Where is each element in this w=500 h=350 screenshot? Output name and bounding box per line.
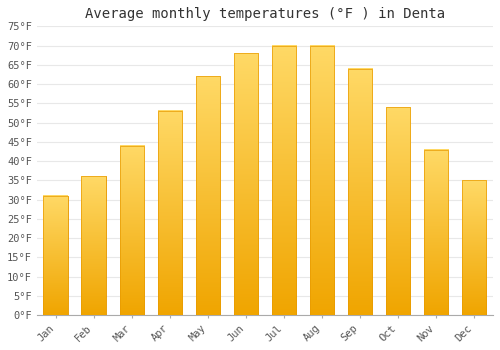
Bar bbox=[424, 149, 448, 315]
Bar bbox=[272, 46, 296, 315]
Bar bbox=[462, 180, 486, 315]
Bar bbox=[272, 46, 296, 315]
Bar bbox=[82, 176, 106, 315]
Bar bbox=[120, 146, 144, 315]
Bar bbox=[234, 53, 258, 315]
Bar bbox=[386, 107, 410, 315]
Bar bbox=[348, 69, 372, 315]
Bar bbox=[44, 196, 68, 315]
Bar bbox=[82, 176, 106, 315]
Title: Average monthly temperatures (°F ) in Denta: Average monthly temperatures (°F ) in De… bbox=[85, 7, 445, 21]
Bar bbox=[424, 149, 448, 315]
Bar bbox=[44, 196, 68, 315]
Bar bbox=[234, 53, 258, 315]
Bar bbox=[158, 111, 182, 315]
Bar bbox=[196, 76, 220, 315]
Bar bbox=[310, 46, 334, 315]
Bar bbox=[196, 76, 220, 315]
Bar bbox=[120, 146, 144, 315]
Bar bbox=[310, 46, 334, 315]
Bar bbox=[462, 180, 486, 315]
Bar bbox=[348, 69, 372, 315]
Bar bbox=[158, 111, 182, 315]
Bar bbox=[386, 107, 410, 315]
